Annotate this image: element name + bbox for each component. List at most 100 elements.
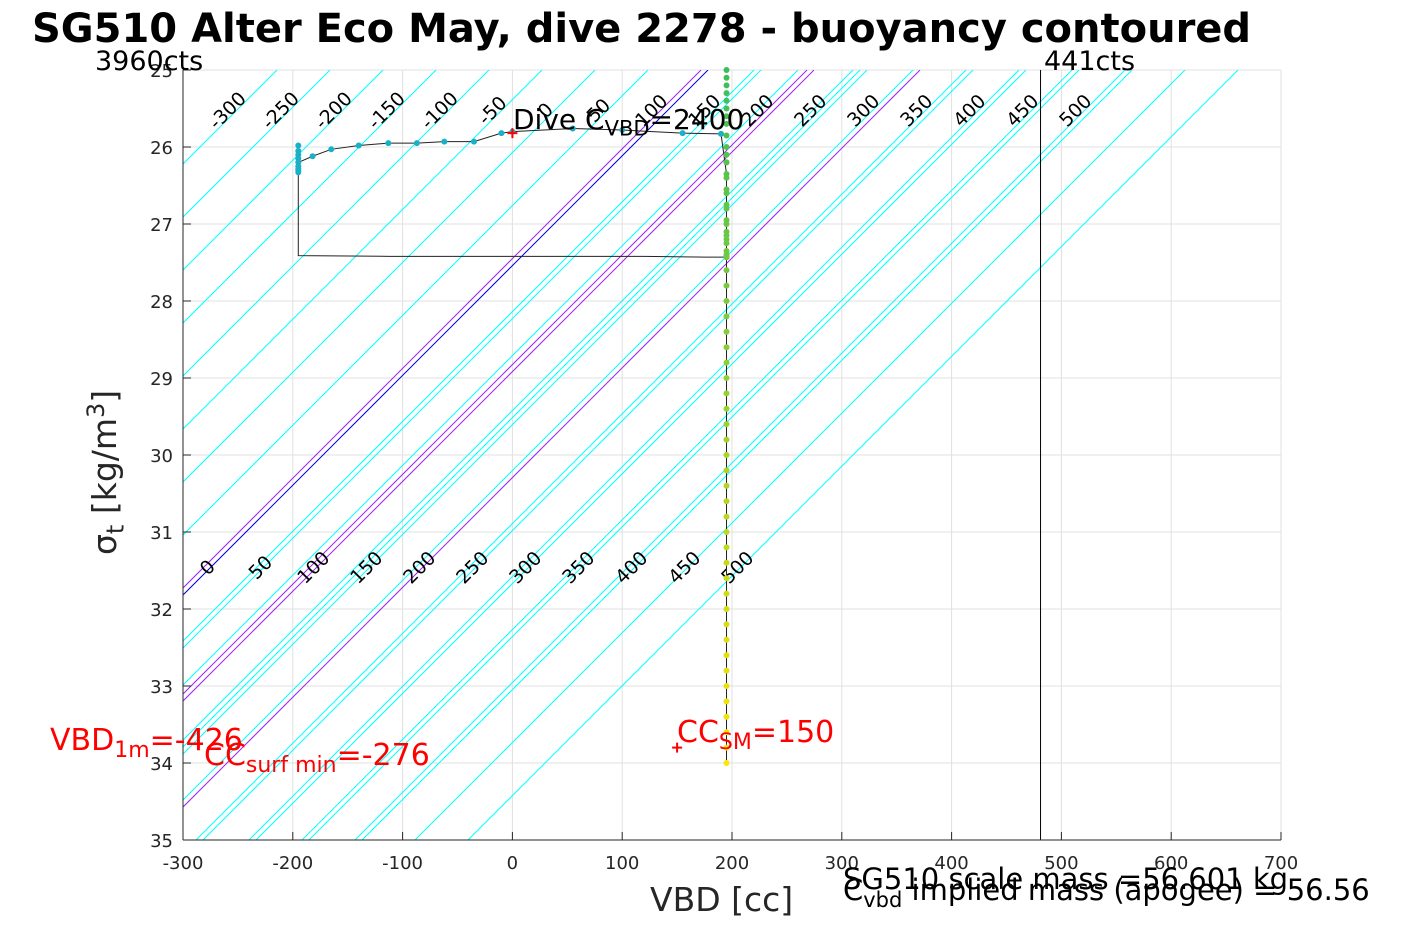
- cvbd-main: C: [843, 873, 864, 907]
- contour-line-top: [183, 70, 384, 271]
- dive-point: [723, 90, 730, 97]
- y-tick-label: 33: [150, 677, 173, 698]
- contour-label-top: -100: [417, 88, 463, 134]
- contour-line-bottom: [183, 70, 815, 702]
- dive-point: [718, 130, 725, 137]
- contour-label-bottom: 0: [196, 556, 220, 580]
- dive-point: [723, 544, 730, 551]
- y-tick-label: 28: [150, 292, 173, 313]
- x-tick-label: 100: [605, 853, 639, 874]
- contour-line-bottom: [183, 70, 709, 596]
- dive-point: [723, 344, 730, 351]
- x-tick-label: 600: [1154, 853, 1188, 874]
- dive-point: [723, 498, 730, 505]
- dive-point: [723, 744, 730, 751]
- contour-line-top: [183, 70, 914, 801]
- y-tick-label: 34: [150, 754, 173, 775]
- dive-point: [723, 683, 730, 689]
- dive-point: [723, 606, 730, 612]
- cc-sm-value: =150: [751, 715, 835, 750]
- x-tick-label: -200: [272, 853, 313, 874]
- contour-label-bottom: 150: [346, 547, 387, 588]
- dive-point: [723, 247, 730, 254]
- dive-point: [309, 153, 316, 160]
- dive-point: [723, 729, 730, 736]
- contour-line-top: [183, 70, 437, 324]
- contour-label-bottom: 500: [717, 547, 758, 588]
- contour-line-top: [183, 70, 649, 536]
- contour-label-top: 300: [843, 90, 884, 131]
- cc-surf-value: =-276: [336, 738, 430, 773]
- contour-line-fill: [183, 70, 854, 741]
- contour-label-bottom: 300: [505, 547, 546, 588]
- axes-frame: [182, 69, 1282, 841]
- contour-label-bottom: 450: [664, 547, 705, 588]
- cc-surf-sub: surf min: [245, 753, 337, 778]
- y-label-unit: [kg/m: [85, 417, 124, 525]
- implied-mass-note: Cvbd implied mass (apogee) = 56.56: [843, 873, 1370, 912]
- dive-point: [723, 105, 730, 112]
- dive-point: [723, 436, 730, 443]
- y-tick-label: 26: [150, 138, 173, 159]
- dive-cvbd-main: Dive C: [513, 103, 605, 136]
- dive-point: [723, 228, 730, 235]
- x-tick-label: 200: [715, 853, 749, 874]
- dive-point: [723, 621, 730, 628]
- dive-point: [569, 125, 576, 132]
- y-label-sup: 3: [82, 402, 110, 418]
- dive-point: [385, 140, 392, 147]
- cc-sm-main: CC: [677, 715, 719, 750]
- contour-line-bottom: [183, 70, 762, 649]
- cc-sm-annotation: CCSM=150: [677, 715, 834, 755]
- contour-line-top: [301, 70, 1073, 840]
- dive-point: [723, 452, 730, 458]
- dive-point: [295, 142, 302, 149]
- contour-label-bottom: 250: [452, 547, 493, 588]
- dive-point: [723, 240, 730, 247]
- cc-sm-sub: SM: [718, 730, 752, 755]
- y-label-main: σ: [85, 534, 124, 555]
- dive-point: [498, 130, 505, 137]
- dive-point: [723, 159, 730, 166]
- x-tick-labels: -300 -200 -100 0 100 200 300 400 500 600 700: [163, 853, 1299, 874]
- contour-line-top: [183, 70, 331, 218]
- contour-label-bottom: 350: [558, 547, 599, 588]
- cc-surf-main: CC: [204, 738, 246, 773]
- contour-label-top: -250: [258, 88, 304, 134]
- contour-label-top: 250: [790, 90, 831, 131]
- contour-label-bottom: 400: [611, 547, 652, 588]
- vbd-1m-annotation: VBD1m=-426: [50, 723, 243, 763]
- dive-point: [723, 375, 730, 381]
- vbd-1m-sub: 1m: [114, 738, 150, 763]
- dive-point: [723, 636, 730, 643]
- dive-point: [679, 130, 686, 137]
- contour-line-top: [183, 70, 861, 748]
- x-tick-label: 300: [825, 853, 859, 874]
- dive-point: [723, 760, 730, 766]
- vbd-1m-value: =-426: [149, 723, 243, 758]
- dive-point: [723, 590, 730, 597]
- dive-point: [355, 142, 362, 149]
- contour-line-bottom: [255, 70, 1027, 840]
- contour-line-bottom: [202, 70, 974, 840]
- dive-point: [723, 313, 730, 320]
- y-tick-label: 30: [150, 446, 173, 467]
- contour-line-bottom: [183, 70, 868, 755]
- contour-line-bottom: [414, 70, 1186, 840]
- contour-line-top: [183, 70, 702, 589]
- x-tick-label: 500: [1044, 853, 1078, 874]
- dive-point: [723, 482, 730, 489]
- dive-point: [295, 169, 302, 176]
- contour-label-top: 400: [949, 90, 990, 131]
- dive-point: [723, 120, 730, 127]
- x-tick-label: 0: [507, 853, 518, 874]
- scale-mass-note: SG510 scale mass =56.601 kg: [843, 862, 1289, 896]
- dive-point: [619, 127, 626, 134]
- contour-line-bottom: [308, 70, 1080, 840]
- contour-line-top: [354, 70, 1126, 840]
- dive-point: [723, 667, 730, 674]
- buoyancy-contours: [183, 70, 1239, 840]
- counts-right: 441cts: [1044, 46, 1136, 77]
- contour-line-bottom: [467, 70, 1239, 840]
- implied-mass-text: implied mass (apogee) = 56.56: [902, 873, 1370, 907]
